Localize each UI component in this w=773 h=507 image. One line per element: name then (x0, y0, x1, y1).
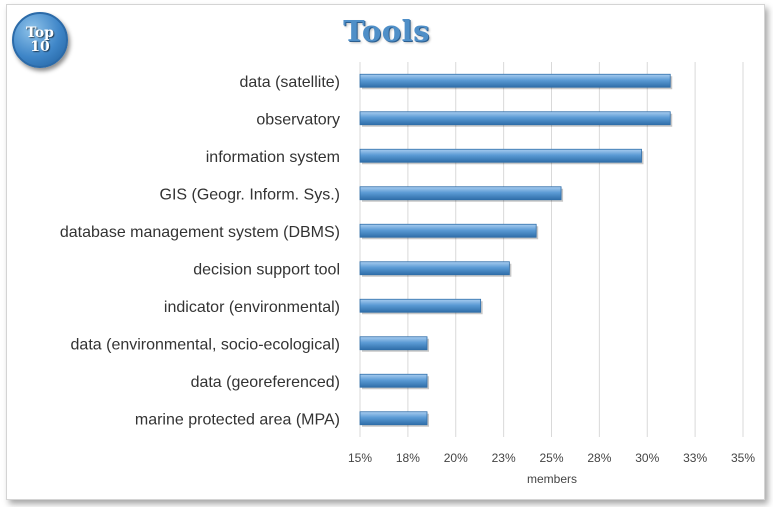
x-tick-label: 25% (539, 451, 563, 465)
x-tick-label: 18% (396, 451, 420, 465)
chart-title: Tools (343, 14, 430, 48)
bar (359, 223, 537, 238)
category-label: database management system (DBMS) (60, 224, 340, 241)
x-tick-label: 28% (587, 451, 611, 465)
category-label: information system (206, 149, 340, 166)
category-label: data (environmental, socio-ecological) (71, 336, 340, 353)
x-tick-label: 20% (444, 451, 468, 465)
x-tick-label: 23% (492, 451, 516, 465)
category-label: indicator (environmental) (164, 299, 340, 316)
bar (359, 73, 671, 88)
badge-line-1: Top (26, 25, 54, 41)
bar (359, 298, 482, 313)
x-tick-labels: 15% 18% 20% 23% 25% 28% 30% 33% 35% (348, 451, 755, 465)
x-tick-label: 15% (348, 451, 372, 465)
category-label: marine protected area (MPA) (135, 411, 340, 428)
x-tick-label: 33% (683, 451, 707, 465)
category-label: GIS (Geogr. Inform. Sys.) (160, 186, 341, 203)
bars (359, 73, 673, 427)
bar (359, 411, 428, 426)
bar (359, 261, 510, 276)
top-10-badge: Top 10 (12, 12, 68, 68)
category-labels: data (satellite) observatory information s… (60, 74, 340, 429)
badge-line-2: 10 (30, 39, 50, 55)
bar (359, 186, 562, 201)
x-tick-label: 30% (635, 451, 659, 465)
category-label: data (satellite) (240, 74, 341, 91)
category-label: decision support tool (193, 261, 340, 278)
bar (359, 111, 671, 126)
category-label: data (georeferenced) (191, 374, 340, 391)
bar (359, 373, 428, 388)
x-tick-label: 35% (731, 451, 755, 465)
category-label: observatory (256, 111, 340, 128)
x-axis-title: members (527, 472, 577, 486)
bar (359, 148, 642, 163)
bar (359, 336, 428, 351)
